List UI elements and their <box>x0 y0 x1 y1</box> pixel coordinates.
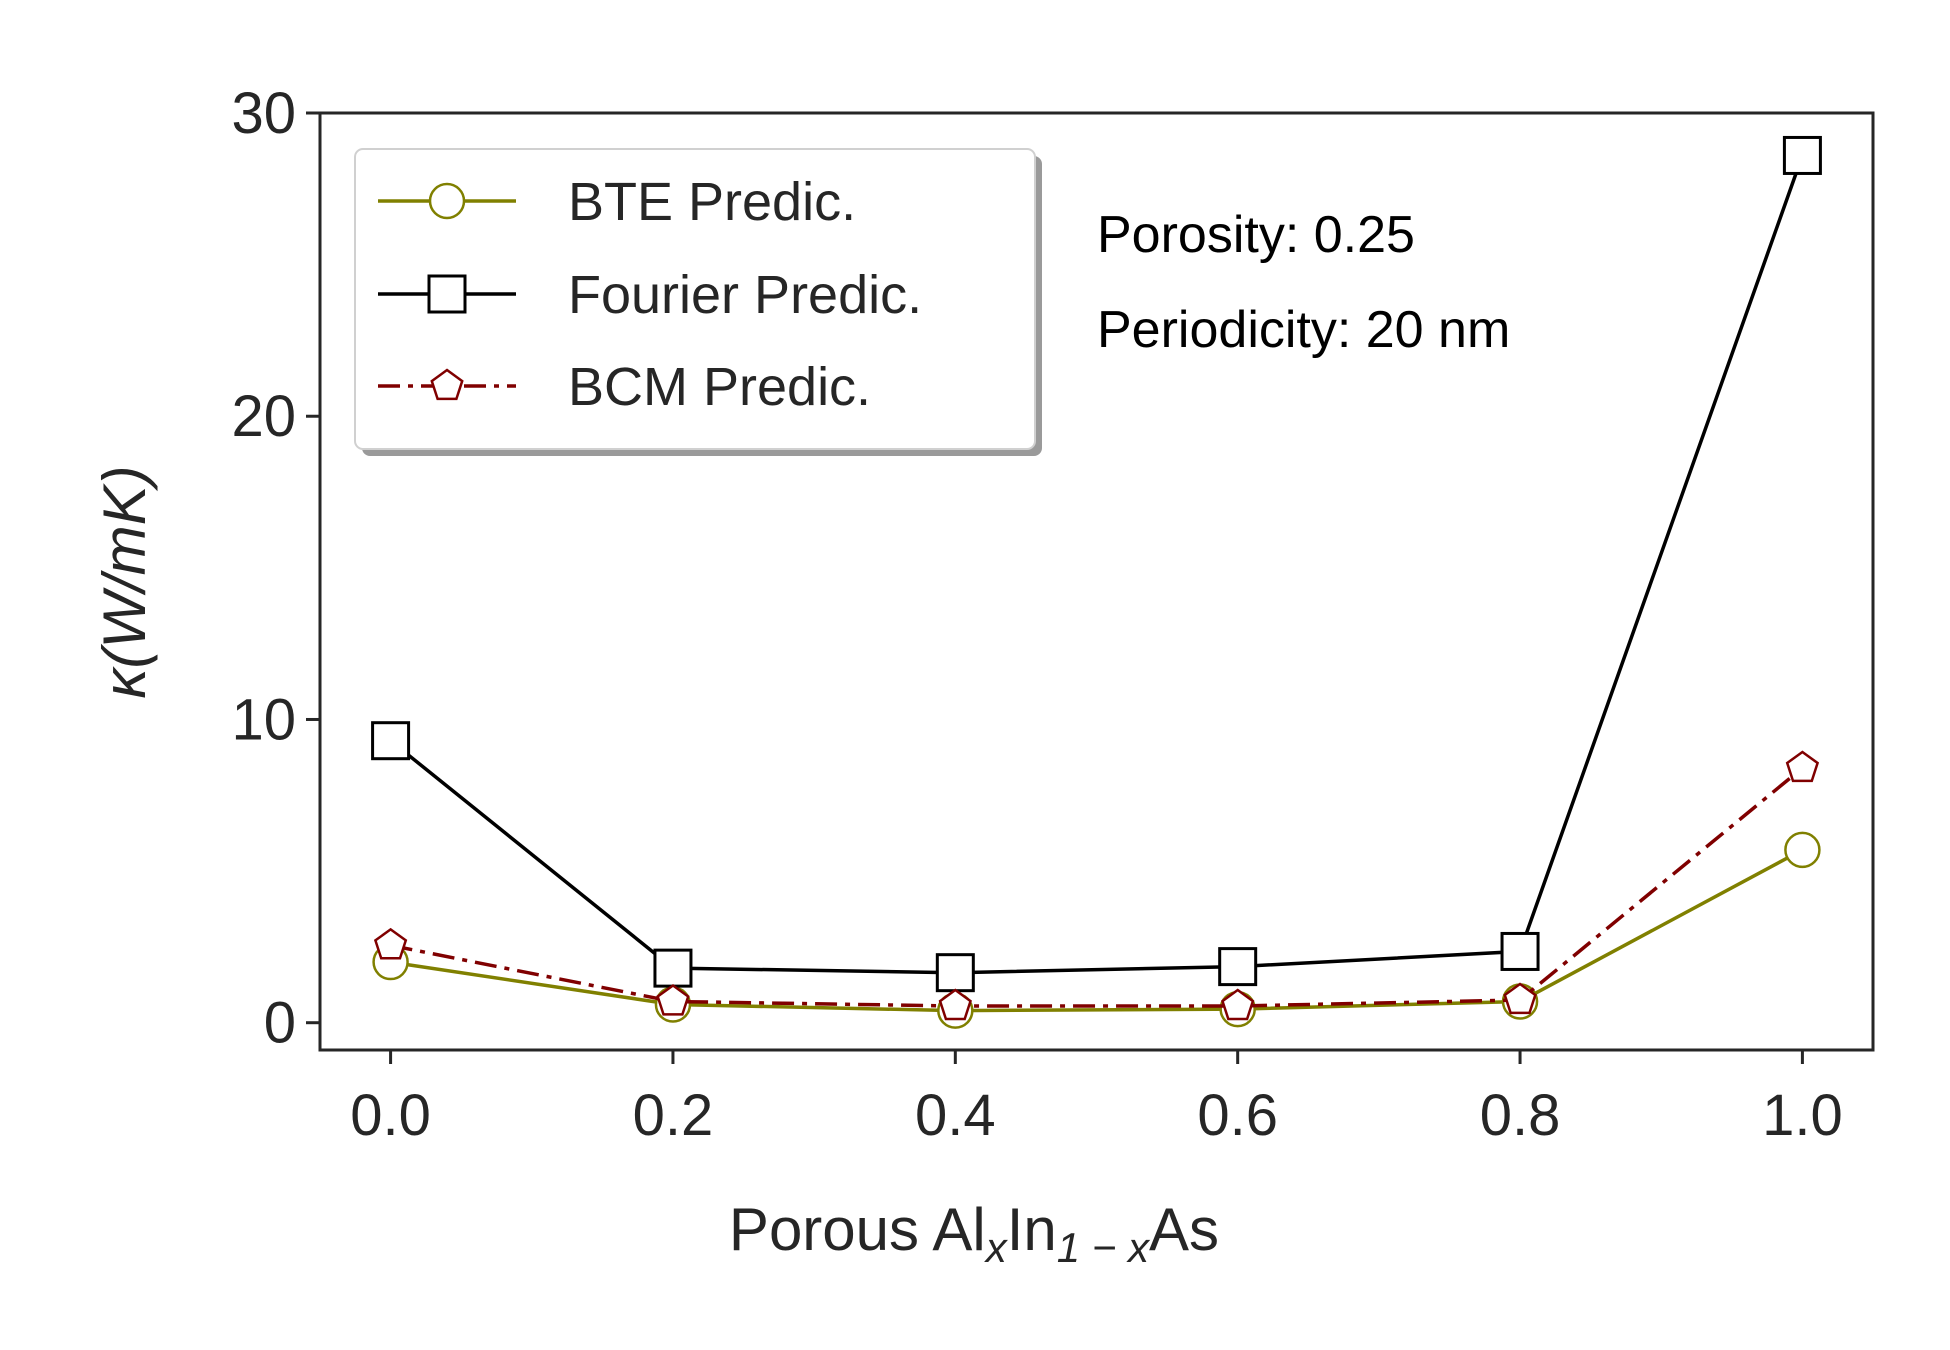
data-point <box>938 988 972 1021</box>
data-point <box>1503 982 1537 1015</box>
data-point <box>1785 750 1820 783</box>
series-3 <box>373 750 1820 1021</box>
annotation-periodicity: Periodicity: 20 nm <box>1097 301 1510 359</box>
y-tick-label: 30 <box>231 81 296 146</box>
data-point <box>1782 135 1822 175</box>
y-tick-label: 20 <box>231 384 296 449</box>
plot-frame <box>318 111 1875 1052</box>
x-axis: 0.0 0.2 0.4 0.6 0.8 1.0 <box>350 1050 1843 1148</box>
series-line <box>389 154 1805 975</box>
series-line <box>390 848 1804 1013</box>
y-tick-label: 10 <box>231 687 296 752</box>
data-point <box>371 721 411 761</box>
legend-item: Fourier Predic. <box>378 265 922 325</box>
data-point <box>373 927 408 960</box>
legend-marker <box>430 368 464 401</box>
y-tick-label: 0 <box>264 991 296 1056</box>
legend-item: BCM Predic. <box>378 357 871 417</box>
legend-box <box>354 148 1036 450</box>
annotation-porosity: Porosity: 0.25 <box>1097 206 1415 264</box>
legend-item: BTE Predic. <box>378 172 856 232</box>
legend-marker <box>427 274 467 314</box>
data-point <box>935 953 975 993</box>
data-point <box>1218 947 1258 987</box>
legend-marker <box>428 182 466 220</box>
legend: BTE Predic. Fourier Predic. BCM Predic. <box>354 148 1042 456</box>
x-tick-label: 0.4 <box>915 1083 996 1148</box>
x-tick-label: 1.0 <box>1762 1083 1843 1148</box>
series-2 <box>371 135 1822 993</box>
data-point <box>656 983 690 1016</box>
x-tick-label: 0.6 <box>1197 1083 1278 1148</box>
x-axis-title: Porous AlxIn1 − xAs <box>729 1196 1219 1271</box>
legend-label: Fourier Predic. <box>568 265 922 325</box>
series-line <box>390 766 1804 1008</box>
data-point <box>1221 988 1255 1021</box>
x-tick-label: 0.2 <box>633 1083 714 1148</box>
x-tick-label: 0.8 <box>1480 1083 1561 1148</box>
plot-lines <box>371 135 1822 1029</box>
legend-label: BTE Predic. <box>568 172 856 232</box>
data-point <box>653 948 693 988</box>
y-axis: 0 10 20 30 <box>231 81 320 1056</box>
x-tick-label: 0.0 <box>350 1083 431 1148</box>
y-axis-title: κ(W/mK) <box>91 465 158 698</box>
data-point <box>1500 931 1540 971</box>
legend-label: BCM Predic. <box>568 357 871 417</box>
data-point <box>1784 831 1821 869</box>
